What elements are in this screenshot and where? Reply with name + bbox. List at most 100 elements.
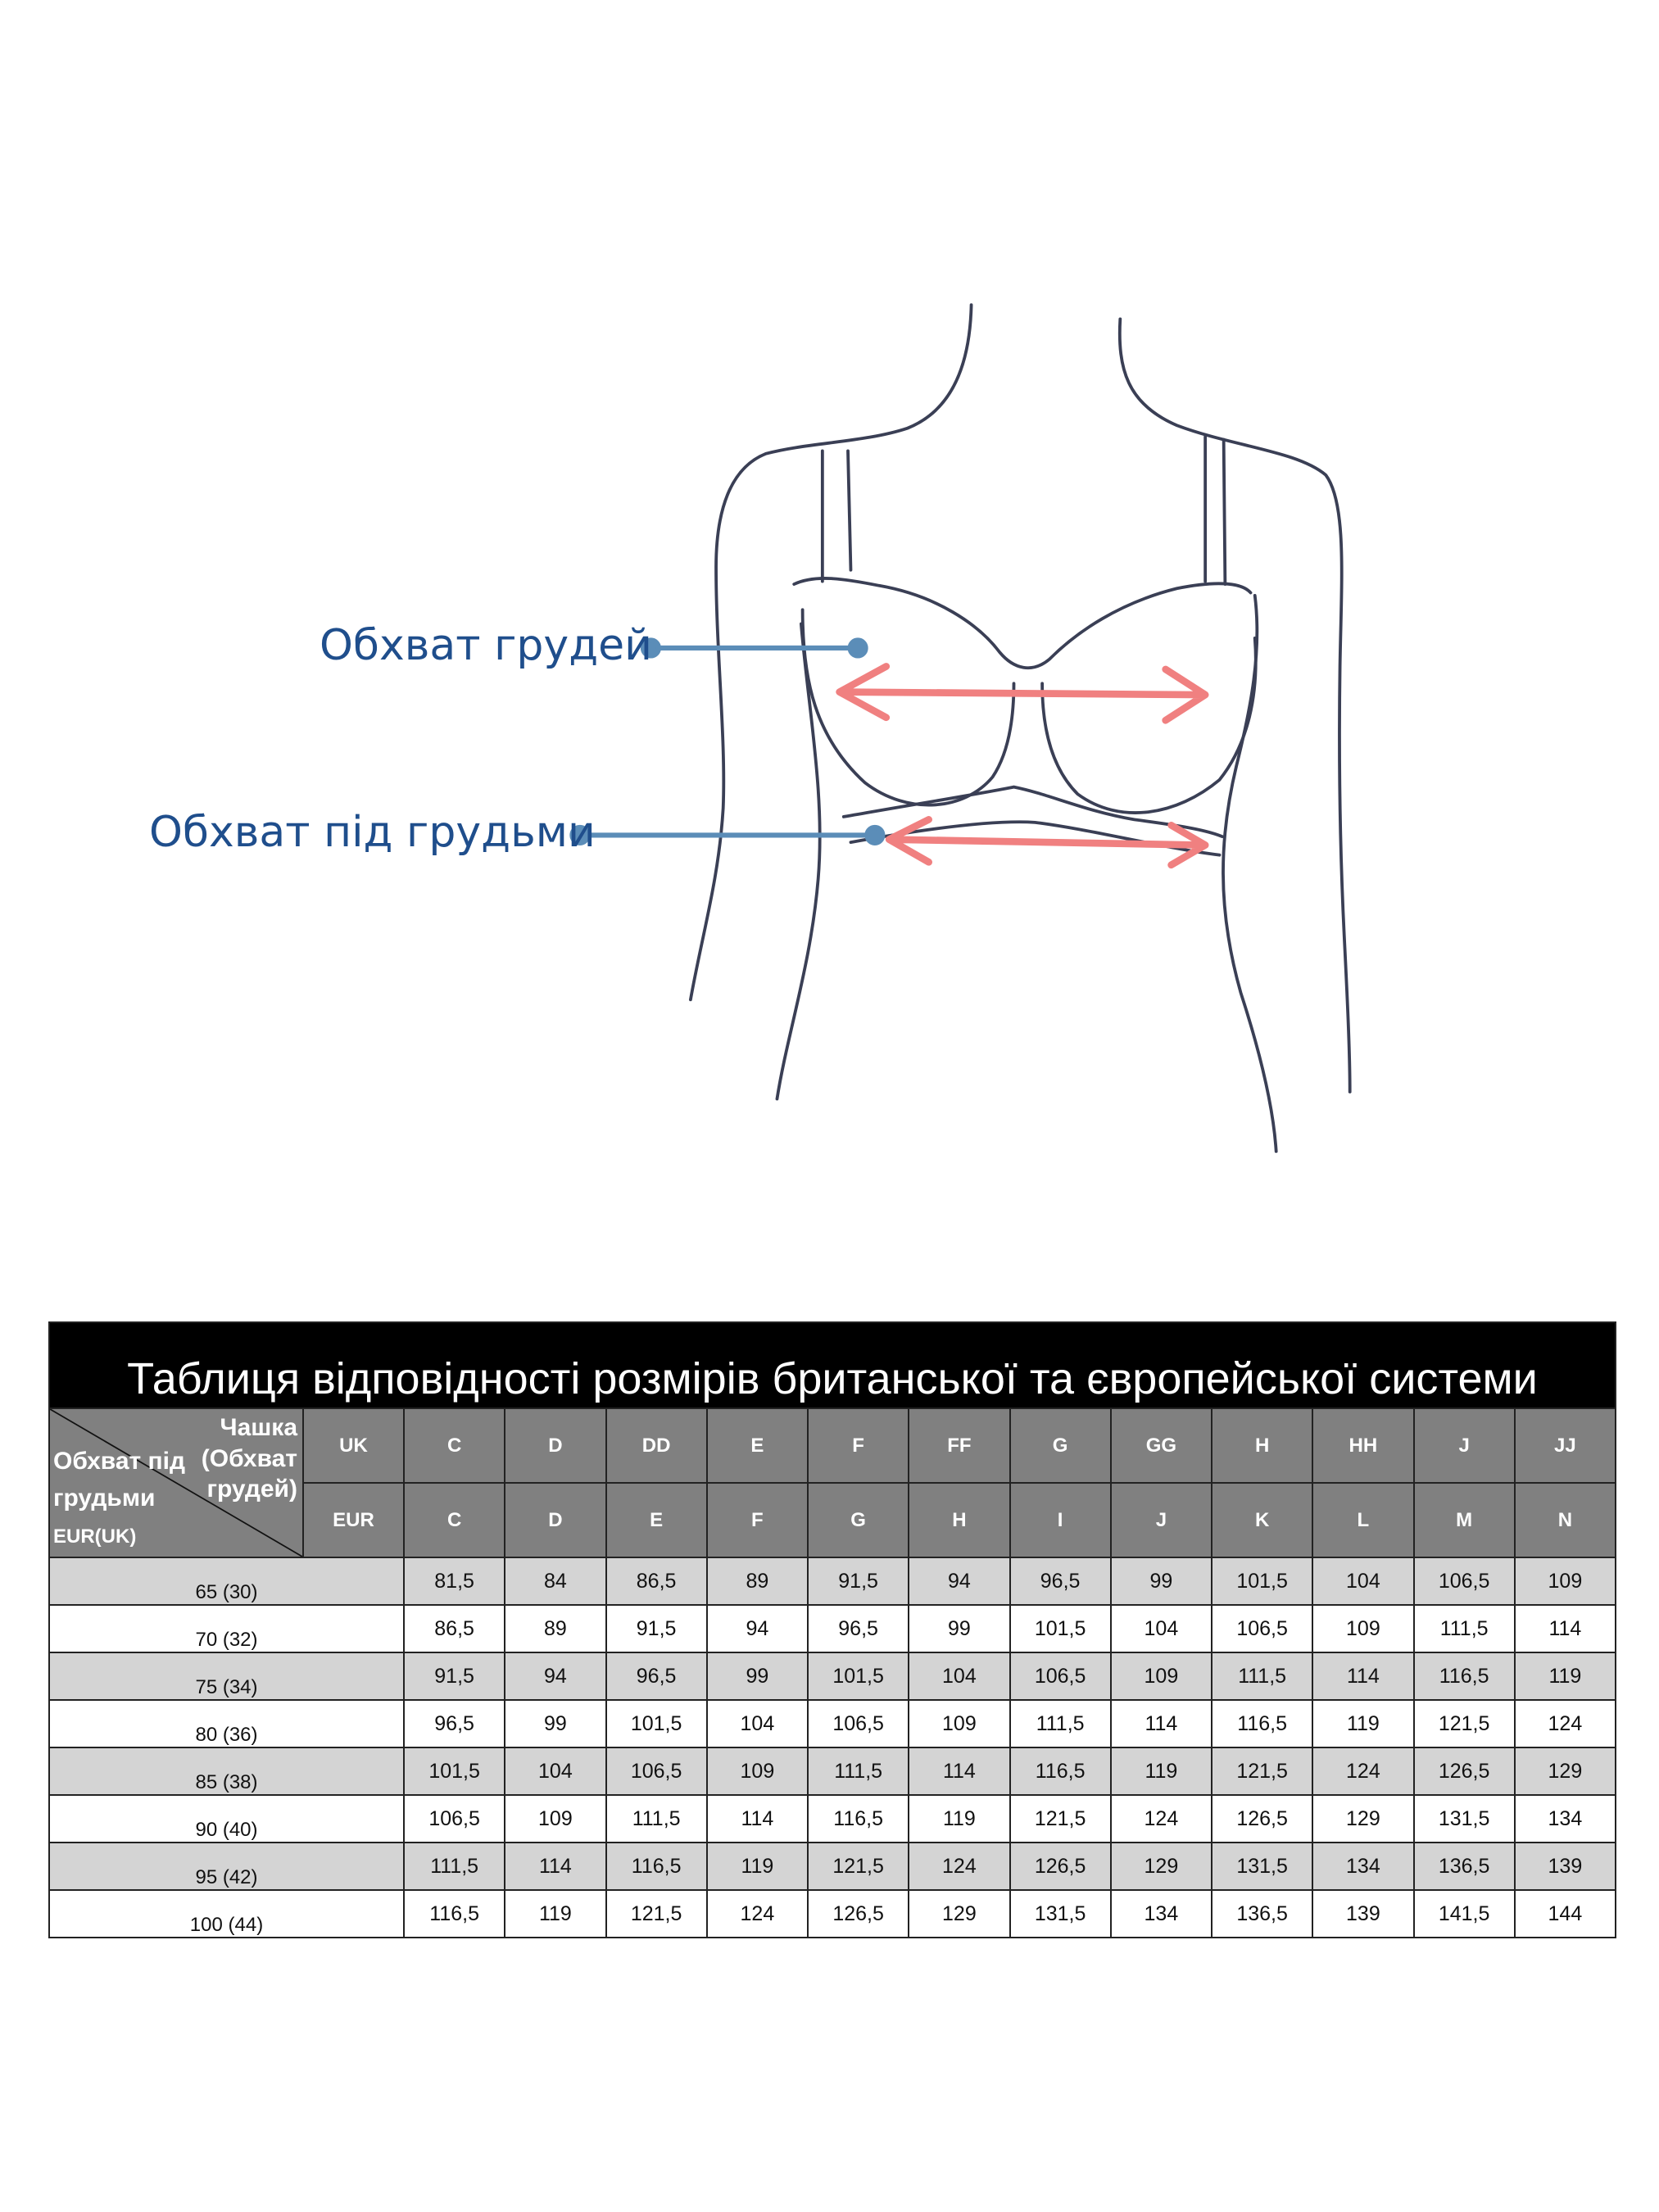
eur-cup-header: E (605, 1482, 708, 1558)
bust-value-cell: 99 (705, 1652, 809, 1701)
bust-value-cell: 89 (504, 1604, 607, 1653)
table-corner-header: Чашка (Обхват грудей) Обхват під грудьми… (48, 1407, 304, 1558)
table-row: 65 (30) 81,5 84 86,5 89 91,5 94 96,5 99 101,5 104 1… (48, 1557, 1617, 1606)
bust-value-cell: 109 (504, 1794, 607, 1843)
bust-value-cell: 109 (908, 1699, 1011, 1748)
eur-cup-header: H (908, 1482, 1011, 1558)
bust-value-cell: 141,5 (1412, 1889, 1516, 1938)
eur-cup-header: L (1312, 1482, 1415, 1558)
bust-value-cell: 116,5 (402, 1889, 506, 1938)
eur-cup-header: I (1009, 1482, 1112, 1558)
bust-value-cell: 101,5 (605, 1699, 708, 1748)
bust-value-cell: 114 (1109, 1699, 1213, 1748)
bust-value-cell: 134 (1513, 1794, 1617, 1843)
bust-value-cell: 121,5 (1009, 1794, 1112, 1843)
bust-value-cell: 101,5 (402, 1747, 506, 1796)
table-row: 90 (40) 106,5 109 111,5 114 116,5 119 121,5 124 1… (48, 1794, 1617, 1843)
bust-value-cell: 121,5 (605, 1889, 708, 1938)
bust-value-cell: 96,5 (806, 1604, 910, 1653)
bust-value-cell: 124 (705, 1889, 809, 1938)
bust-value-cell: 106,5 (605, 1747, 708, 1796)
diagonal-divider (50, 1409, 302, 1557)
bust-value-cell: 114 (705, 1794, 809, 1843)
bust-value-cell: 104 (1109, 1604, 1213, 1653)
bust-value-cell: 109 (705, 1747, 809, 1796)
bust-value-cell: 129 (1312, 1794, 1415, 1843)
uk-cup-header: G (1009, 1407, 1112, 1484)
table-row: 100 (44) 116,5 119 121,5 124 126,5 129 131,5 134… (48, 1889, 1617, 1938)
uk-system-label: UK (302, 1407, 405, 1484)
bust-value-cell: 99 (908, 1604, 1011, 1653)
eur-system-label: EUR (302, 1482, 405, 1558)
bust-value-cell: 129 (908, 1889, 1011, 1938)
bust-value-cell: 119 (1312, 1699, 1415, 1748)
uk-cup-header: GG (1109, 1407, 1213, 1484)
bust-value-cell: 111,5 (1412, 1604, 1516, 1653)
bust-value-cell: 116,5 (1210, 1699, 1314, 1748)
bust-value-cell: 109 (1109, 1652, 1213, 1701)
bust-value-cell: 91,5 (605, 1604, 708, 1653)
table-row: 95 (42) 111,5 114 116,5 119 121,5 124 126,5 129 1… (48, 1842, 1617, 1891)
table-row: 75 (34) 91,5 94 96,5 99 101,5 104 106,5 109 111,5… (48, 1652, 1617, 1701)
bust-arrow (836, 663, 1209, 724)
eur-cup-header: M (1412, 1482, 1516, 1558)
measurement-arrows (836, 663, 1209, 869)
bust-value-cell: 114 (1513, 1604, 1617, 1653)
bust-value-cell: 116,5 (605, 1842, 708, 1891)
underbust-size-label: 85 (38) (48, 1747, 405, 1796)
bust-value-cell: 119 (1109, 1747, 1213, 1796)
bust-value-cell: 96,5 (605, 1652, 708, 1701)
uk-cup-header: H (1210, 1407, 1314, 1484)
eur-cup-header: J (1109, 1482, 1213, 1558)
bust-value-cell: 126,5 (1009, 1842, 1112, 1891)
uk-cup-header: DD (605, 1407, 708, 1484)
bust-value-cell: 111,5 (605, 1794, 708, 1843)
uk-cup-header: C (402, 1407, 506, 1484)
bust-value-cell: 104 (908, 1652, 1011, 1701)
bust-value-cell: 119 (504, 1889, 607, 1938)
bust-value-cell: 131,5 (1412, 1794, 1516, 1843)
cup-header-label: Чашка (Обхват грудей) (201, 1414, 297, 1503)
bust-value-cell: 106,5 (1009, 1652, 1112, 1701)
bust-value-cell: 124 (1513, 1699, 1617, 1748)
bust-value-cell: 99 (1109, 1557, 1213, 1606)
bust-value-cell: 86,5 (402, 1604, 506, 1653)
bust-value-cell: 106,5 (1210, 1604, 1314, 1653)
bust-value-cell: 134 (1109, 1889, 1213, 1938)
bust-value-cell: 81,5 (402, 1557, 506, 1606)
bust-value-cell: 89 (705, 1557, 809, 1606)
bust-value-cell: 136,5 (1412, 1842, 1516, 1891)
eur-cup-header: D (504, 1482, 607, 1558)
bust-circumference-label: Обхват грудей (320, 621, 652, 670)
bust-value-cell: 106,5 (1412, 1557, 1516, 1606)
bust-value-cell: 86,5 (605, 1557, 708, 1606)
bust-value-cell: 121,5 (806, 1842, 910, 1891)
bust-value-cell: 119 (908, 1794, 1011, 1843)
bust-value-cell: 91,5 (402, 1652, 506, 1701)
underbust-size-label: 95 (42) (48, 1842, 405, 1891)
bust-value-cell: 94 (705, 1604, 809, 1653)
bust-value-cell: 99 (504, 1699, 607, 1748)
bust-value-cell: 131,5 (1009, 1889, 1112, 1938)
underbust-size-label: 65 (30) (48, 1557, 405, 1606)
bust-value-cell: 94 (908, 1557, 1011, 1606)
bust-value-cell: 111,5 (1210, 1652, 1314, 1701)
bust-value-cell: 129 (1109, 1842, 1213, 1891)
uk-cup-header: D (504, 1407, 607, 1484)
bust-value-cell: 121,5 (1412, 1699, 1516, 1748)
bust-value-cell: 119 (1513, 1652, 1617, 1701)
bust-value-cell: 124 (908, 1842, 1011, 1891)
bust-value-cell: 104 (705, 1699, 809, 1748)
table-row: 80 (36) 96,5 99 101,5 104 106,5 109 111,5 114 116… (48, 1699, 1617, 1748)
underbust-circumference-label: Обхват під грудьми (149, 808, 596, 857)
uk-cup-header: HH (1312, 1407, 1415, 1484)
pointer-lines (569, 637, 886, 845)
body-outline-drawing (688, 303, 1352, 1154)
eur-cup-header: K (1210, 1482, 1314, 1558)
bust-value-cell: 104 (1312, 1557, 1415, 1606)
eur-cup-header: G (806, 1482, 910, 1558)
bust-value-cell: 109 (1513, 1557, 1617, 1606)
table-row: 70 (32) 86,5 89 91,5 94 96,5 99 101,5 104 106,5 10… (48, 1604, 1617, 1653)
eur-cup-header: N (1513, 1482, 1617, 1558)
